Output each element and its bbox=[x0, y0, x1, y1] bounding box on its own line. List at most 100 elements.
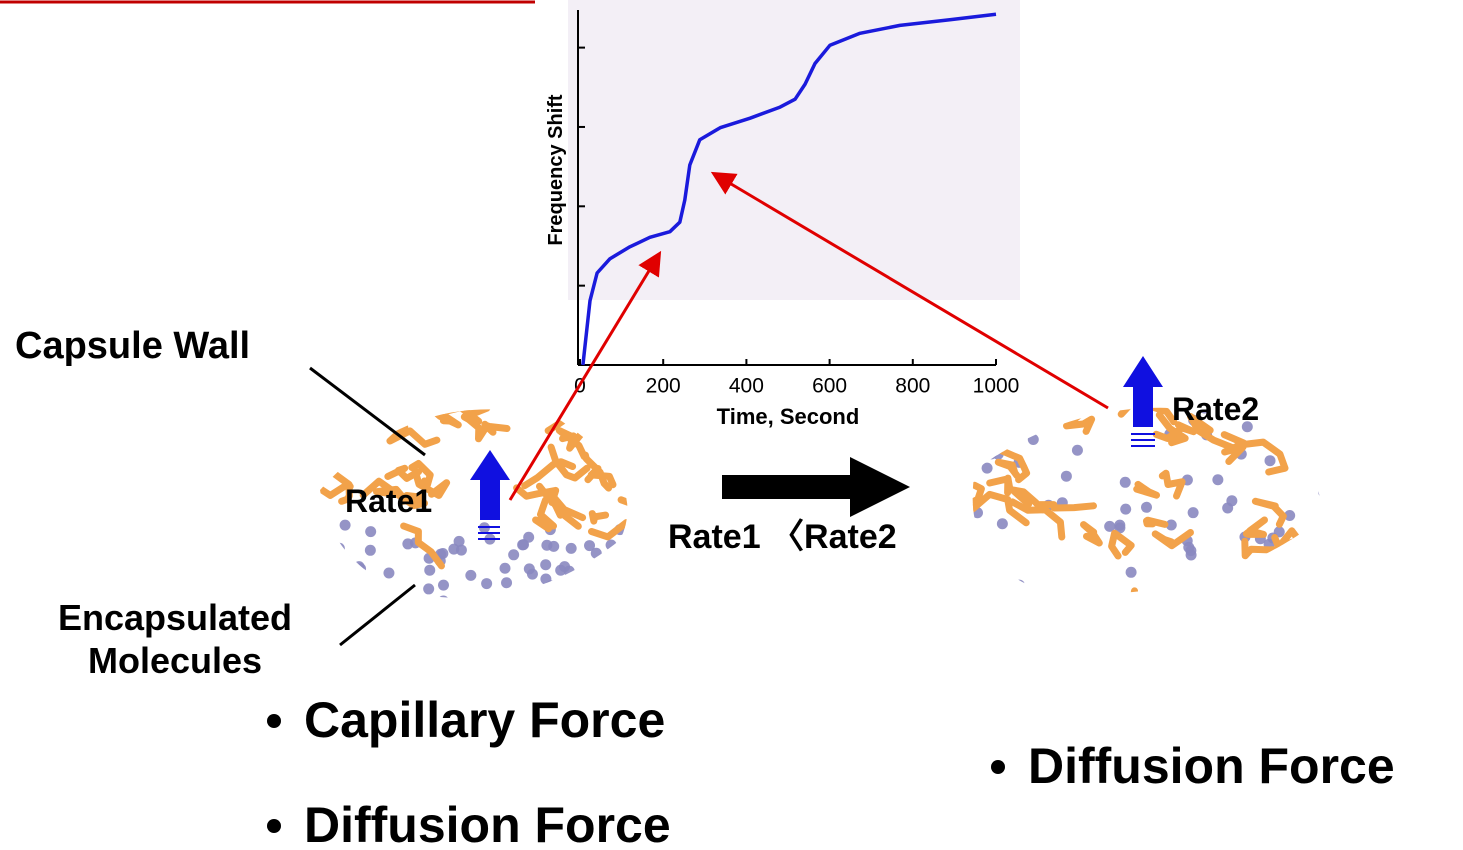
molecule bbox=[1017, 420, 1029, 432]
pointer-line bbox=[339, 583, 416, 647]
molecule bbox=[437, 595, 449, 599]
capsule-wall-strand bbox=[588, 519, 628, 542]
molecule bbox=[1291, 552, 1303, 564]
molecule bbox=[383, 567, 395, 579]
capsule-wall-label: Capsule Wall bbox=[15, 325, 250, 367]
capsule-wall-strand bbox=[1220, 431, 1248, 465]
rate-comparison: Rate1 〈Rate2 bbox=[668, 518, 897, 556]
molecule bbox=[1318, 486, 1322, 498]
capsule-wall-strand bbox=[1143, 516, 1169, 528]
molecule bbox=[465, 569, 477, 581]
molecule bbox=[540, 559, 552, 571]
molecule bbox=[1216, 600, 1227, 611]
capsule-wall-strand bbox=[638, 512, 645, 519]
capsule-wall-strand bbox=[1158, 469, 1186, 500]
capsule-wall-strand bbox=[981, 407, 1014, 422]
pointer-line bbox=[309, 366, 426, 457]
capsule-wall-strand bbox=[398, 492, 426, 505]
molecule bbox=[448, 543, 460, 555]
capsule-wall-strand bbox=[994, 458, 1021, 480]
capsule-wall-strand bbox=[328, 468, 353, 505]
molecule bbox=[565, 542, 577, 554]
molecule bbox=[545, 580, 557, 592]
molecule bbox=[321, 596, 333, 599]
molecule bbox=[995, 433, 1007, 445]
capsule-wall-strand bbox=[323, 418, 356, 453]
capsule-wall-strand bbox=[986, 474, 1014, 497]
molecule bbox=[1299, 604, 1310, 615]
molecule bbox=[1187, 507, 1199, 519]
molecule bbox=[972, 568, 976, 580]
bullet bbox=[991, 760, 1005, 774]
molecule bbox=[1284, 509, 1296, 521]
process-arrow bbox=[722, 475, 852, 499]
molecule bbox=[541, 539, 553, 551]
molecule bbox=[1317, 525, 1322, 537]
capsule-wall-strand bbox=[1284, 544, 1310, 567]
x-tick-label: 1000 bbox=[973, 375, 1020, 398]
molecule bbox=[481, 578, 493, 590]
molecule bbox=[359, 597, 371, 599]
molecule bbox=[353, 561, 365, 573]
molecule bbox=[320, 597, 327, 599]
bullet bbox=[267, 714, 281, 728]
x-tick-label: 800 bbox=[895, 375, 930, 398]
capsule-wall-strand bbox=[1117, 407, 1178, 426]
capsule-wall-strand bbox=[532, 496, 557, 533]
molecule bbox=[501, 577, 513, 589]
capsule-wall-strand bbox=[1009, 486, 1046, 514]
capsule-wall-strand bbox=[593, 409, 619, 422]
capsule-wall-strand bbox=[1301, 416, 1322, 452]
x-tick-label: 600 bbox=[812, 375, 847, 398]
molecule bbox=[320, 597, 326, 599]
molecule bbox=[1241, 421, 1253, 433]
capsule-wall-strand bbox=[1094, 385, 1112, 397]
x-tick-label: 400 bbox=[729, 375, 764, 398]
molecule bbox=[1312, 444, 1322, 456]
molecule bbox=[643, 538, 654, 549]
molecule bbox=[1271, 581, 1283, 593]
molecule bbox=[973, 443, 985, 455]
molecule bbox=[1323, 388, 1334, 399]
molecule bbox=[1022, 388, 1033, 399]
rate-label: Rate1 bbox=[345, 483, 432, 519]
capsule-wall-strand bbox=[547, 443, 591, 482]
molecule bbox=[1183, 541, 1195, 553]
capsule-wall-strand bbox=[566, 419, 611, 452]
molecule bbox=[1212, 474, 1224, 486]
capsule-wall-strand bbox=[307, 374, 321, 405]
rate-arrow bbox=[1123, 356, 1163, 447]
molecule bbox=[1027, 433, 1039, 445]
capsule-wall-strand bbox=[972, 432, 974, 470]
capsule-wall-strand bbox=[1151, 529, 1194, 550]
molecule bbox=[364, 544, 376, 556]
capsule-wall-strand bbox=[408, 460, 434, 489]
capsule-wall-strand bbox=[1110, 587, 1146, 594]
molecule bbox=[559, 561, 571, 573]
molecule bbox=[523, 563, 535, 575]
capsule-wall-strand bbox=[521, 458, 577, 490]
capsule-wall-strand bbox=[582, 409, 628, 424]
molecule bbox=[340, 554, 352, 566]
molecule bbox=[1013, 579, 1025, 591]
capsule-wall-strand bbox=[367, 383, 389, 402]
capsule-wall-strand bbox=[386, 423, 441, 448]
capsule-wall-strand bbox=[320, 409, 336, 411]
molecule bbox=[1243, 568, 1255, 580]
molecule bbox=[453, 535, 465, 547]
molecule bbox=[599, 573, 611, 585]
capsule-wall-strand bbox=[1267, 369, 1308, 398]
molecule bbox=[1315, 448, 1322, 460]
capsule-wall-strand bbox=[1036, 501, 1097, 512]
capsule-wall-strand bbox=[992, 417, 1024, 450]
process-arrow-head bbox=[850, 457, 910, 517]
capsule-wall-strand bbox=[400, 522, 445, 570]
molecule bbox=[423, 583, 435, 595]
molecule bbox=[1119, 476, 1131, 488]
capsule-wall-strand bbox=[619, 409, 628, 425]
molecule bbox=[350, 597, 362, 599]
capsule-wall-strand bbox=[1187, 413, 1235, 451]
molecule bbox=[1286, 592, 1298, 594]
molecule bbox=[424, 564, 436, 576]
capsule-wall-strand bbox=[972, 490, 1030, 527]
